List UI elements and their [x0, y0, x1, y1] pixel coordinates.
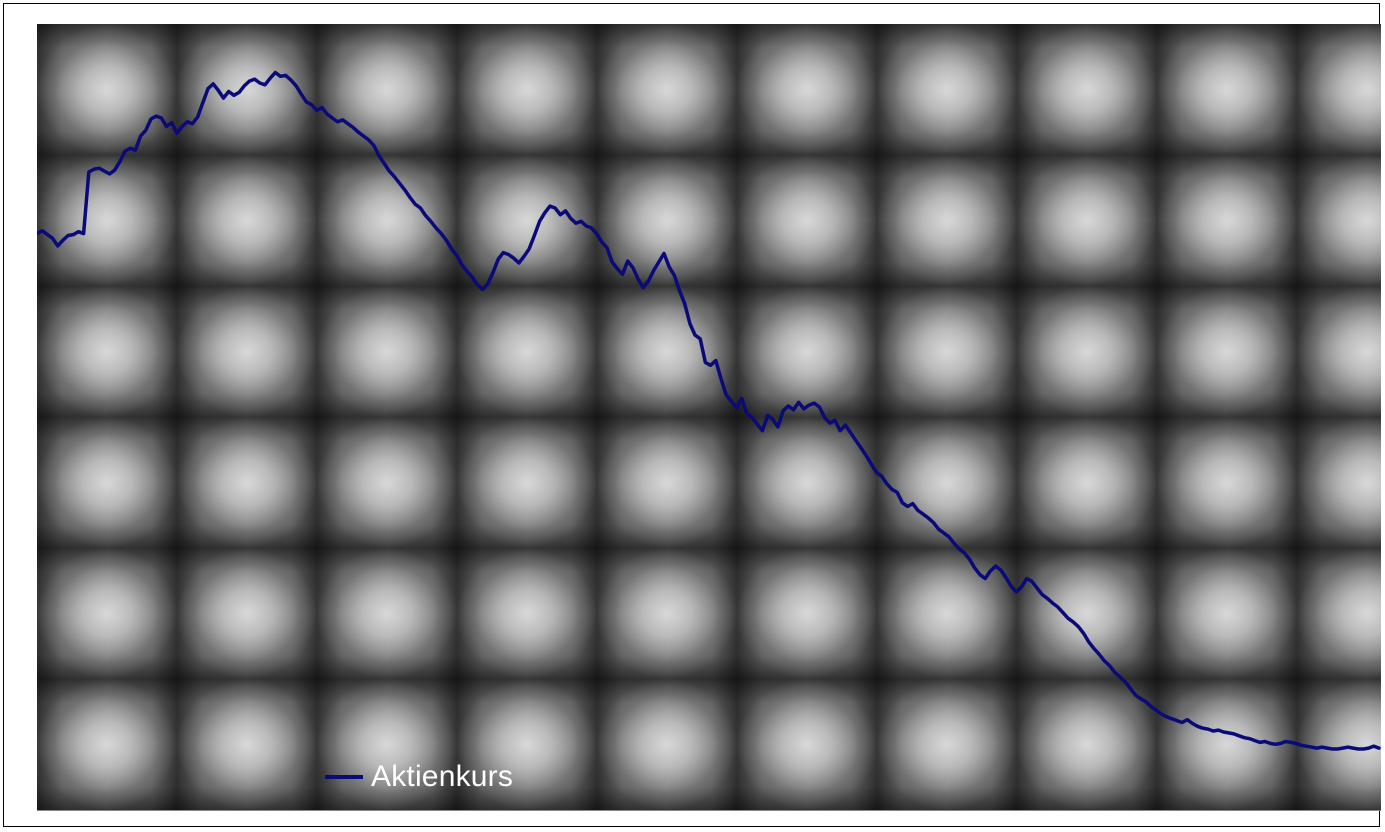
legend-swatch-aktienkurs [325, 775, 363, 779]
legend: Aktienkurs [325, 757, 513, 797]
chart-frame: Aktienkurs [3, 3, 1381, 827]
series-line-aktienkurs [37, 70, 1381, 751]
plot-area: Aktienkurs [37, 24, 1381, 811]
chart-canvas [37, 70, 1381, 751]
legend-label-aktienkurs: Aktienkurs [371, 760, 514, 793]
